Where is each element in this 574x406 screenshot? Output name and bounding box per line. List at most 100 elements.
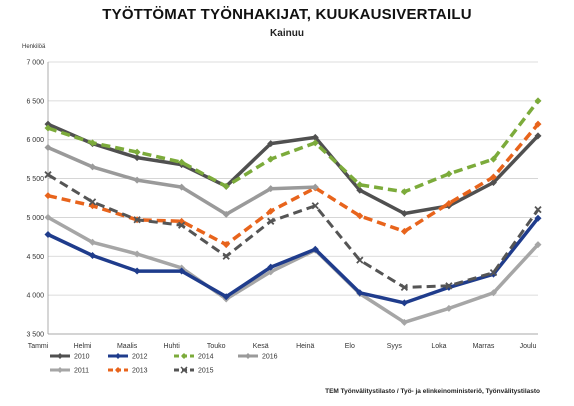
- data-point-2012: [534, 214, 542, 222]
- data-point-2010: [133, 154, 141, 162]
- legend-label-2011: 2011: [74, 368, 89, 375]
- y-tick-label: 3 500: [26, 332, 44, 339]
- data-point-2015: [534, 206, 542, 214]
- data-point-2015: [267, 217, 275, 225]
- data-point-2010: [356, 186, 364, 194]
- data-point-2013: [400, 227, 408, 235]
- legend-label-2016: 2016: [262, 354, 278, 361]
- legend-marker-2012: [115, 353, 121, 359]
- legend-label-2013: 2013: [132, 368, 148, 375]
- data-point-2011: [44, 213, 52, 221]
- data-point-2011: [445, 304, 453, 312]
- y-tick-label: 6 500: [26, 98, 44, 105]
- data-point-2010: [489, 178, 497, 186]
- data-point-2014: [267, 155, 275, 163]
- data-point-2011: [534, 241, 542, 249]
- data-point-2015: [311, 202, 319, 210]
- data-point-2015: [44, 171, 52, 179]
- data-point-2014: [445, 170, 453, 178]
- x-tick-label: Touko: [207, 343, 226, 350]
- data-point-2012: [400, 299, 408, 307]
- data-point-2015: [445, 282, 453, 290]
- legend-marker-2013: [115, 367, 121, 373]
- data-point-2010: [44, 120, 52, 128]
- data-point-2012: [178, 267, 186, 275]
- data-point-2014: [178, 158, 186, 166]
- x-tick-label: Loka: [431, 343, 446, 350]
- data-point-2013: [267, 207, 275, 215]
- data-point-2014: [311, 139, 319, 147]
- chart-title: TYÖTTÖMAT TYÖNHAKIJAT, KUUKAUSIVERTAILU: [102, 6, 472, 23]
- series-line-2011: [47, 215, 540, 325]
- data-point-2013: [534, 120, 542, 128]
- data-point-2015: [489, 268, 498, 277]
- legend-label-2012: 2012: [132, 354, 148, 361]
- x-tick-label: Joulu: [520, 343, 537, 350]
- x-tick-label: Maalis: [117, 343, 138, 350]
- data-point-2015: [400, 283, 409, 292]
- y-tick-label: 5 000: [26, 215, 44, 222]
- x-tick-label: Huhti: [163, 343, 180, 350]
- data-point-2016: [311, 183, 319, 191]
- data-point-2011: [133, 250, 141, 258]
- data-point-2013: [222, 241, 230, 249]
- data-point-2012: [356, 289, 364, 297]
- data-point-2013: [489, 173, 497, 181]
- series-line-2012: [47, 217, 540, 305]
- data-point-2015: [88, 198, 97, 206]
- legend-marker-2010: [57, 353, 63, 359]
- x-tick-label: Kesä: [253, 343, 269, 350]
- data-point-2016: [89, 163, 97, 171]
- data-point-2012: [311, 245, 319, 253]
- data-point-2013: [44, 192, 52, 200]
- y-tick-label: 7 000: [26, 60, 44, 67]
- y-axis-label: Henkilöä: [22, 44, 46, 50]
- data-point-2014: [89, 139, 97, 147]
- x-tick-label: Syys: [387, 343, 403, 350]
- y-tick-label: 4 500: [26, 254, 44, 261]
- data-point-2016: [178, 183, 186, 191]
- data-point-2016: [267, 185, 275, 193]
- data-point-2015: [177, 221, 186, 229]
- series-line-2010: [47, 122, 540, 216]
- data-point-2011: [489, 289, 497, 297]
- data-point-2014: [400, 188, 408, 196]
- legend-label-2010: 2010: [74, 354, 90, 361]
- data-point-2012: [133, 267, 141, 275]
- data-point-2013: [356, 212, 364, 220]
- legend-marker-2011: [57, 367, 63, 373]
- x-tick-label: Marras: [473, 343, 495, 350]
- x-tick-label: Helmi: [74, 343, 92, 350]
- data-point-2010: [267, 140, 275, 148]
- data-point-2012: [489, 270, 497, 278]
- legend-marker-2014: [181, 353, 187, 359]
- legend-marker-2015: [180, 366, 188, 374]
- data-point-2016: [44, 143, 52, 151]
- data-point-2015: [356, 256, 364, 264]
- x-tick-label: Tammi: [28, 343, 49, 350]
- source-note: TEM Työnvälitystilasto / Työ- ja elinkei…: [325, 388, 540, 395]
- data-point-2015: [222, 252, 230, 260]
- legend-label-2015: 2015: [198, 368, 214, 375]
- x-tick-label: Heinä: [296, 343, 314, 350]
- legend-label-2014: 2014: [198, 354, 214, 361]
- data-point-2015: [133, 216, 141, 224]
- data-point-2012: [267, 263, 275, 271]
- data-point-2014: [133, 148, 141, 156]
- y-tick-label: 6 000: [26, 137, 44, 144]
- data-point-2010: [400, 210, 408, 218]
- data-point-2011: [89, 238, 97, 246]
- data-point-2013: [445, 199, 453, 207]
- data-point-2016: [133, 176, 141, 184]
- legend-marker-2016: [245, 353, 251, 359]
- data-point-2014: [356, 181, 364, 189]
- series-line-2014: [47, 99, 540, 194]
- chart-subtitle: Kainuu: [270, 28, 304, 39]
- data-point-2016: [222, 210, 230, 218]
- data-point-2011: [400, 318, 408, 326]
- data-point-2012: [222, 293, 230, 301]
- data-point-2014: [489, 155, 497, 163]
- data-point-2014: [222, 182, 230, 190]
- y-tick-label: 5 500: [26, 176, 44, 183]
